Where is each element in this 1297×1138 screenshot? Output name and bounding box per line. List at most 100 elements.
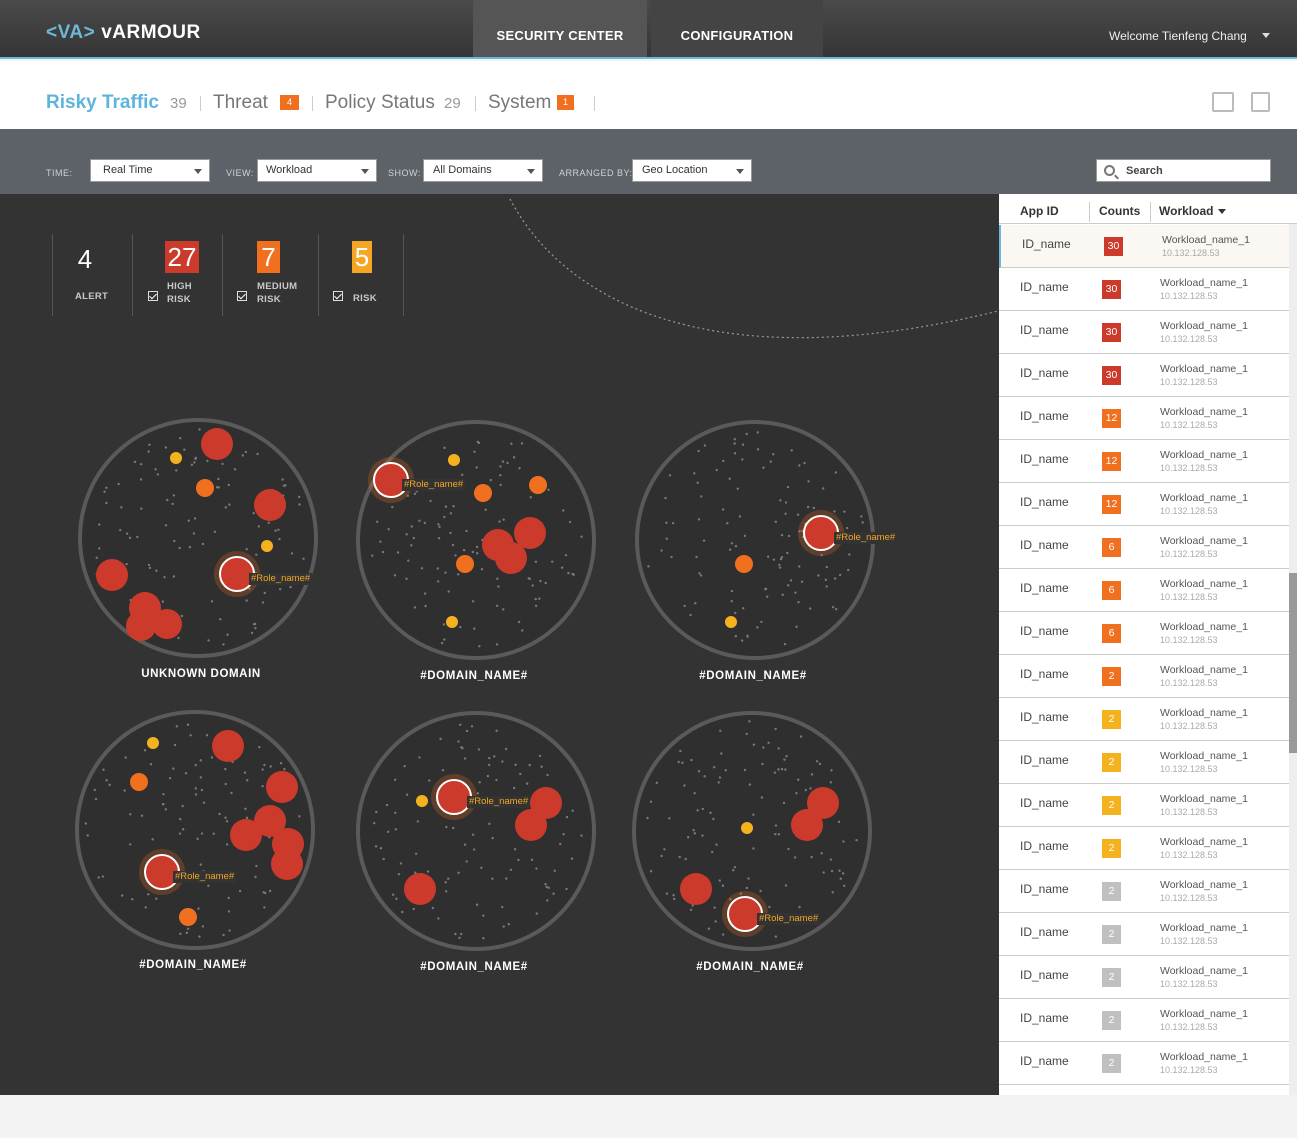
- risk-bubble[interactable]: [456, 555, 474, 573]
- traffic-dot: [178, 832, 182, 835]
- risk-bubble[interactable]: [147, 737, 159, 749]
- table-row[interactable]: ID_name 30 Workload_name_1 10.132.128.53: [999, 311, 1289, 354]
- table-row[interactable]: ID_name 2 Workload_name_1 10.132.128.53: [999, 784, 1289, 827]
- risk-bubble[interactable]: [201, 428, 233, 460]
- risk-checkbox[interactable]: [333, 291, 343, 301]
- risk-bubble[interactable]: [130, 773, 148, 791]
- inbox-icon[interactable]: [1212, 92, 1234, 112]
- risk-bubble[interactable]: [735, 555, 753, 573]
- table-row[interactable]: ID_name 30 Workload_name_1 10.132.128.53: [999, 268, 1289, 311]
- table-row[interactable]: ID_name 2 Workload_name_1 10.132.128.53: [999, 870, 1289, 913]
- traffic-dot: [452, 505, 455, 508]
- role-bubble[interactable]: [436, 779, 472, 815]
- table-row[interactable]: ID_name 6 Workload_name_1 10.132.128.53: [999, 569, 1289, 612]
- table-row[interactable]: ID_name 30 Workload_name_1 10.132.128.53: [999, 225, 1289, 268]
- domain-circle[interactable]: [75, 710, 315, 950]
- table-row[interactable]: ID_name 2 Workload_name_1 10.132.128.53: [999, 956, 1289, 999]
- risk-bubble[interactable]: [529, 476, 547, 494]
- risk-bubble[interactable]: [254, 489, 286, 521]
- risk-bubble[interactable]: [514, 517, 546, 549]
- nav-tab-security-center[interactable]: SECURITY CENTER: [473, 0, 647, 57]
- domain-label: #DOMAIN_NAME#: [139, 959, 247, 971]
- risk-bubble[interactable]: [448, 454, 460, 466]
- risk-bubble[interactable]: [212, 730, 244, 762]
- vamour-logo[interactable]: <VA> vARMOUR: [46, 22, 201, 44]
- risk-bubble[interactable]: [680, 873, 712, 905]
- welcome-text[interactable]: Welcome Tienfeng Chang: [1109, 29, 1247, 43]
- traffic-dot: [690, 758, 693, 762]
- risk-bubble[interactable]: [404, 873, 436, 905]
- tab-policy-status[interactable]: Policy Status: [325, 92, 435, 113]
- risk-bubble[interactable]: [170, 452, 182, 464]
- workload-name: Workload_name_1: [1160, 277, 1248, 289]
- table-scrollbar[interactable]: [1289, 224, 1297, 1095]
- table-row[interactable]: ID_name 30 Workload_name_1 10.132.128.53: [999, 354, 1289, 397]
- table-row[interactable]: ID_name 6 Workload_name_1 10.132.128.53: [999, 612, 1289, 655]
- table-row[interactable]: ID_name 2 Workload_name_1 10.132.128.53: [999, 741, 1289, 784]
- traffic-dot: [183, 448, 186, 451]
- traffic-dot: [86, 834, 89, 837]
- table-row[interactable]: ID_name 2 Workload_name_1 10.132.128.53: [999, 999, 1289, 1042]
- risk-bubble[interactable]: [196, 479, 214, 497]
- medium-risk-checkbox[interactable]: [237, 291, 247, 301]
- domain-circle[interactable]: [78, 418, 318, 658]
- search-input[interactable]: [1126, 163, 1266, 178]
- tab-system[interactable]: System: [488, 92, 552, 113]
- traffic-dot: [199, 863, 202, 866]
- count-badge: 2: [1102, 1011, 1121, 1030]
- table-row[interactable]: ID_name 2 Workload_name_1 10.132.128.53: [999, 827, 1289, 870]
- domain-bubble-map[interactable]: [0, 194, 999, 1095]
- arranged-by-select[interactable]: Geo Location: [632, 159, 752, 182]
- traffic-dot: [423, 521, 427, 525]
- table-row[interactable]: ID_name 2 Workload_name_1 10.132.128.53: [999, 655, 1289, 698]
- column-header-workload[interactable]: Workload: [1159, 204, 1214, 218]
- table-row[interactable]: ID_name 2 Workload_name_1 10.132.128.53: [999, 1042, 1289, 1085]
- search-box[interactable]: [1096, 159, 1271, 182]
- risk-bubble[interactable]: [791, 809, 823, 841]
- tab-threat[interactable]: Threat: [213, 92, 268, 113]
- risk-bubble[interactable]: [416, 795, 428, 807]
- chevron-down-icon[interactable]: [1262, 33, 1270, 38]
- nav-tab-configuration[interactable]: CONFIGURATION: [651, 0, 823, 57]
- risk-bubble[interactable]: [254, 805, 286, 837]
- high-risk-checkbox[interactable]: [148, 291, 158, 301]
- table-row[interactable]: ID_name 2 Workload_name_1 10.132.128.53: [999, 698, 1289, 741]
- risk-bubble[interactable]: [495, 542, 527, 574]
- show-select[interactable]: All Domains: [423, 159, 543, 182]
- report-icon[interactable]: [1251, 92, 1270, 112]
- domain-circle[interactable]: [356, 711, 596, 951]
- table-row[interactable]: ID_name 12 Workload_name_1 10.132.128.53: [999, 440, 1289, 483]
- column-header-counts[interactable]: Counts: [1099, 204, 1141, 218]
- risk-bubble[interactable]: [261, 540, 273, 552]
- risk-bubble[interactable]: [515, 809, 547, 841]
- risk-bubble[interactable]: [725, 616, 737, 628]
- workload-ip: 10.132.128.53: [1160, 807, 1218, 817]
- table-row[interactable]: ID_name 2 Workload_name_1 10.132.128.53: [999, 913, 1289, 956]
- risk-bubble[interactable]: [230, 819, 262, 851]
- risk-bubble[interactable]: [96, 559, 128, 591]
- risk-bubble[interactable]: [266, 771, 298, 803]
- risk-bubble[interactable]: [126, 611, 156, 641]
- time-select[interactable]: Real Time: [90, 159, 210, 182]
- table-row[interactable]: ID_name 12 Workload_name_1 10.132.128.53: [999, 483, 1289, 526]
- view-select[interactable]: Workload: [257, 159, 377, 182]
- traffic-dot: [739, 892, 743, 895]
- scrollbar-thumb[interactable]: [1289, 573, 1297, 753]
- tab-risky-traffic[interactable]: Risky Traffic: [46, 92, 159, 113]
- risk-bubble[interactable]: [271, 848, 303, 880]
- traffic-dot: [764, 588, 767, 591]
- risk-bubble[interactable]: [179, 908, 197, 926]
- risk-bubble[interactable]: [446, 616, 458, 628]
- risk-bubble[interactable]: [741, 822, 753, 834]
- table-row[interactable]: ID_name 12 Workload_name_1 10.132.128.53: [999, 397, 1289, 440]
- risk-bubble[interactable]: [152, 609, 182, 639]
- traffic-dot: [120, 506, 123, 509]
- table-row[interactable]: ID_name 6 Workload_name_1 10.132.128.53: [999, 526, 1289, 569]
- sort-down-icon[interactable]: [1218, 209, 1226, 214]
- column-header-app-id[interactable]: App ID: [1020, 204, 1059, 218]
- risk-bubble[interactable]: [474, 484, 492, 502]
- risk-bubble[interactable]: [807, 787, 839, 819]
- role-bubble[interactable]: [803, 515, 839, 551]
- traffic-dot: [693, 791, 696, 795]
- traffic-dot: [480, 866, 483, 869]
